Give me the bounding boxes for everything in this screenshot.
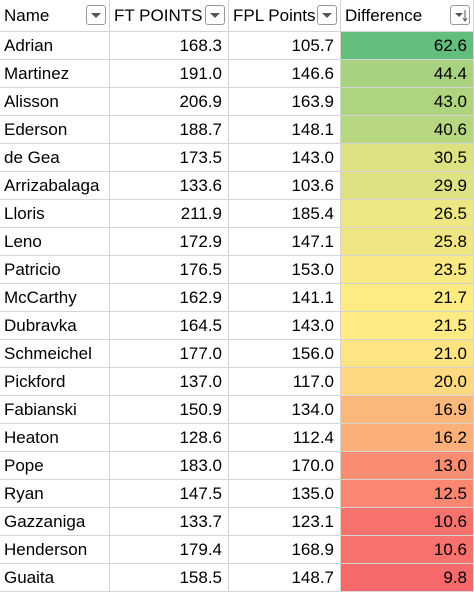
name-cell: Fabianski [0,396,110,424]
number-cell: 162.9 [110,284,229,312]
number-cell: 30.5 [341,144,474,172]
number-cell: 29.9 [341,172,474,200]
name-cell: Adrian [0,32,110,60]
name-cell: Arrizabalaga [0,172,110,200]
number-cell: 185.4 [229,200,341,228]
number-cell: 20.0 [341,368,474,396]
header-cell: FT POINTS [110,0,229,32]
name-cell: Martinez [0,60,110,88]
filter-button[interactable] [205,5,225,25]
name-cell: Lloris [0,200,110,228]
number-cell: 133.6 [110,172,229,200]
number-cell: 156.0 [229,340,341,368]
name-cell: Pope [0,452,110,480]
number-cell: 158.5 [110,564,229,592]
number-cell: 148.1 [229,116,341,144]
number-cell: 16.9 [341,396,474,424]
number-cell: 143.0 [229,312,341,340]
number-cell: 176.5 [110,256,229,284]
name-cell: McCarthy [0,284,110,312]
number-cell: 170.0 [229,452,341,480]
filter-button[interactable] [317,5,337,25]
number-cell: 183.0 [110,452,229,480]
name-cell: Leno [0,228,110,256]
number-cell: 26.5 [341,200,474,228]
number-cell: 21.5 [341,312,474,340]
number-cell: 13.0 [341,452,474,480]
number-cell: 179.4 [110,536,229,564]
number-cell: 21.7 [341,284,474,312]
number-cell: 9.8 [341,564,474,592]
name-cell: Ederson [0,116,110,144]
number-cell: 206.9 [110,88,229,116]
number-cell: 168.9 [229,536,341,564]
number-cell: 40.6 [341,116,474,144]
number-cell: 105.7 [229,32,341,60]
name-cell: Henderson [0,536,110,564]
name-cell: Alisson [0,88,110,116]
filter-button[interactable] [450,5,470,25]
header-cell: FPL Points [229,0,341,32]
number-cell: 188.7 [110,116,229,144]
number-cell: 173.5 [110,144,229,172]
name-cell: Heaton [0,424,110,452]
number-cell: 44.4 [341,60,474,88]
number-cell: 21.0 [341,340,474,368]
number-cell: 117.0 [229,368,341,396]
number-cell: 177.0 [110,340,229,368]
name-cell: Dubravka [0,312,110,340]
number-cell: 164.5 [110,312,229,340]
number-cell: 141.1 [229,284,341,312]
number-cell: 172.9 [110,228,229,256]
name-cell: Patricio [0,256,110,284]
number-cell: 137.0 [110,368,229,396]
name-cell: Schmeichel [0,340,110,368]
name-cell: Gazzaniga [0,508,110,536]
filter-button[interactable] [86,5,106,25]
number-cell: 62.6 [341,32,474,60]
number-cell: 16.2 [341,424,474,452]
header-cell: Name [0,0,110,32]
number-cell: 135.0 [229,480,341,508]
number-cell: 123.1 [229,508,341,536]
name-cell: de Gea [0,144,110,172]
number-cell: 12.5 [341,480,474,508]
number-cell: 147.1 [229,228,341,256]
number-cell: 153.0 [229,256,341,284]
number-cell: 10.6 [341,508,474,536]
number-cell: 25.8 [341,228,474,256]
name-cell: Guaita [0,564,110,592]
number-cell: 147.5 [110,480,229,508]
number-cell: 134.0 [229,396,341,424]
number-cell: 103.6 [229,172,341,200]
number-cell: 148.7 [229,564,341,592]
number-cell: 112.4 [229,424,341,452]
number-cell: 163.9 [229,88,341,116]
number-cell: 10.6 [341,536,474,564]
number-cell: 23.5 [341,256,474,284]
number-cell: 43.0 [341,88,474,116]
number-cell: 146.6 [229,60,341,88]
number-cell: 133.7 [110,508,229,536]
number-cell: 168.3 [110,32,229,60]
number-cell: 128.6 [110,424,229,452]
number-cell: 143.0 [229,144,341,172]
name-cell: Pickford [0,368,110,396]
name-cell: Ryan [0,480,110,508]
number-cell: 211.9 [110,200,229,228]
number-cell: 150.9 [110,396,229,424]
number-cell: 191.0 [110,60,229,88]
